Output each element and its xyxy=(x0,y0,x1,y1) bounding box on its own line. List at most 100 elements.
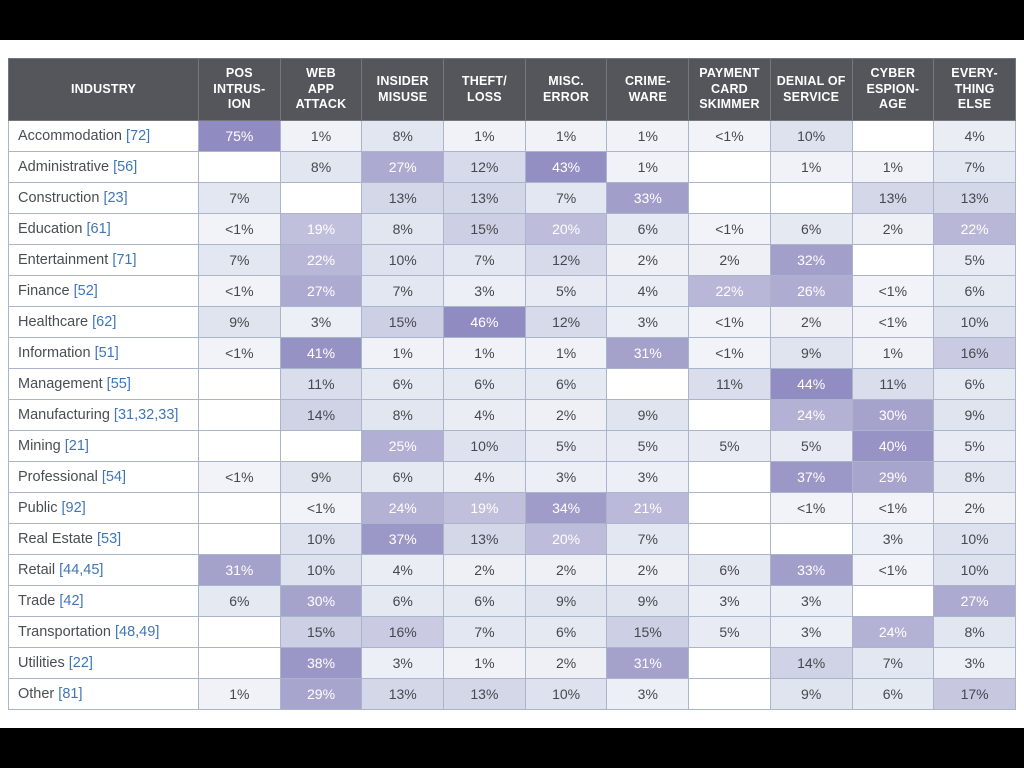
heat-cell: 9% xyxy=(524,585,608,617)
heat-cell: 10% xyxy=(769,120,853,152)
industry-name: Other xyxy=(18,686,55,702)
heat-cell: 31% xyxy=(198,554,281,586)
heat-cell: 5% xyxy=(606,430,690,462)
heat-cell: 31% xyxy=(606,337,690,369)
heat-cell: <1% xyxy=(688,306,771,338)
heat-cell: 11% xyxy=(688,368,771,400)
industry-cell: Healthcare [62] xyxy=(8,306,199,338)
heat-cell: 8% xyxy=(361,213,445,245)
heat-cell: 1% xyxy=(524,337,608,369)
heat-cell: 33% xyxy=(606,182,690,214)
column-header: INSIDER MISUSE xyxy=(361,58,445,121)
heat-cell: 6% xyxy=(361,585,445,617)
industry-code: [23] xyxy=(103,190,128,206)
heat-cell: 13% xyxy=(443,182,526,214)
industry-code: [21] xyxy=(64,438,89,454)
industry-patterns-table: INDUSTRY POS INTRUS- ION WEB APP ATTACK INS… xyxy=(8,58,1016,710)
heat-cell: 3% xyxy=(933,647,1016,679)
heat-cell: 19% xyxy=(279,213,363,245)
heat-cell: <1% xyxy=(198,275,281,307)
heat-cell: <1% xyxy=(769,492,853,524)
industry-code: [53] xyxy=(97,531,122,547)
heat-cell: 1% xyxy=(443,120,526,152)
industry-name: Administrative xyxy=(18,159,110,175)
heat-cell: 12% xyxy=(443,151,526,183)
heat-cell: 21% xyxy=(606,492,690,524)
heat-cell xyxy=(198,399,281,431)
heat-cell: 8% xyxy=(933,461,1016,493)
heat-cell xyxy=(198,647,281,679)
industry-code: [61] xyxy=(86,221,111,237)
heat-cell xyxy=(688,399,771,431)
heat-cell: 10% xyxy=(361,244,445,276)
heat-cell: 3% xyxy=(361,647,445,679)
industry-cell: Retail [44,45] xyxy=(8,554,199,586)
heat-cell: 1% xyxy=(606,120,690,152)
heat-cell: 2% xyxy=(933,492,1016,524)
heat-cell: 2% xyxy=(688,244,771,276)
industry-name: Trade xyxy=(18,593,56,609)
industry-code: [31,32,33] xyxy=(113,407,179,423)
industry-name: Finance xyxy=(18,283,70,299)
table-row: Administrative [56] 8% 27% 12% 43% 1% 1% 1% 7% xyxy=(8,151,1016,183)
heat-cell: 15% xyxy=(443,213,526,245)
heat-cell: 10% xyxy=(279,554,363,586)
heat-cell xyxy=(198,523,281,555)
column-header: WEB APP ATTACK xyxy=(279,58,363,121)
heat-cell: 27% xyxy=(361,151,445,183)
table-row: Professional [54] <1% 9% 6% 4% 3% 3% 37% 29% 8% xyxy=(8,461,1016,493)
industry-name: Mining xyxy=(18,438,61,454)
heat-cell: 30% xyxy=(279,585,363,617)
heat-cell: <1% xyxy=(851,306,935,338)
industry-code: [81] xyxy=(58,686,83,702)
heat-cell: 13% xyxy=(443,678,526,710)
industry-name: Healthcare xyxy=(18,314,89,330)
industry-name: Professional xyxy=(18,469,98,485)
table-row: Public [92] <1% 24% 19% 34% 21% <1% <1% 2% xyxy=(8,492,1016,524)
heat-cell: 46% xyxy=(443,306,526,338)
heat-cell: 6% xyxy=(688,554,771,586)
heat-cell: 14% xyxy=(279,399,363,431)
heat-cell: 9% xyxy=(279,461,363,493)
heat-cell: <1% xyxy=(198,337,281,369)
industry-cell: Other [81] xyxy=(8,678,199,710)
heat-cell: 9% xyxy=(769,678,853,710)
column-header-industry: INDUSTRY xyxy=(8,58,199,121)
heat-cell: 32% xyxy=(769,244,853,276)
column-header: POS INTRUS- ION xyxy=(198,58,281,121)
heat-cell: 30% xyxy=(851,399,935,431)
heat-cell: 6% xyxy=(524,368,608,400)
column-header: PAYMENT CARD SKIMMER xyxy=(688,58,771,121)
industry-code: [54] xyxy=(101,469,127,485)
heat-cell: 7% xyxy=(933,151,1016,183)
table-row: Manufacturing [31,32,33] 14% 8% 4% 2% 9% 24% 30… xyxy=(8,399,1016,431)
industry-name: Retail xyxy=(18,562,56,578)
heat-cell: <1% xyxy=(851,492,935,524)
heat-cell xyxy=(688,647,771,679)
industry-cell: Information [51] xyxy=(8,337,199,369)
heat-cell: 3% xyxy=(443,275,526,307)
table-row: Healthcare [62] 9% 3% 15% 46% 12% 3% <1% 2% <1% 10… xyxy=(8,306,1016,338)
industry-cell: Manufacturing [31,32,33] xyxy=(8,399,199,431)
heat-cell: 12% xyxy=(524,244,608,276)
heat-cell: 44% xyxy=(769,368,853,400)
heat-cell: 29% xyxy=(279,678,363,710)
heat-cell: 2% xyxy=(524,647,608,679)
heat-cell xyxy=(688,461,771,493)
heat-cell: 19% xyxy=(443,492,526,524)
heat-cell: 7% xyxy=(443,616,526,648)
heat-cell: 13% xyxy=(443,523,526,555)
table-row: Finance [52] <1% 27% 7% 3% 5% 4% 22% 26% <1% 6% xyxy=(8,275,1016,307)
heat-cell: 9% xyxy=(933,399,1016,431)
heat-cell xyxy=(198,368,281,400)
heat-cell: 37% xyxy=(361,523,445,555)
table-row: Other [81] 1% 29% 13% 13% 10% 3% 9% 6% 17% xyxy=(8,678,1016,710)
heat-cell: 7% xyxy=(443,244,526,276)
heat-cell: 2% xyxy=(443,554,526,586)
industry-cell: Professional [54] xyxy=(8,461,199,493)
heat-cell: 6% xyxy=(443,585,526,617)
heat-cell: 15% xyxy=(279,616,363,648)
heat-cell: 3% xyxy=(769,616,853,648)
heat-cell: 1% xyxy=(279,120,363,152)
heat-cell: 3% xyxy=(606,306,690,338)
